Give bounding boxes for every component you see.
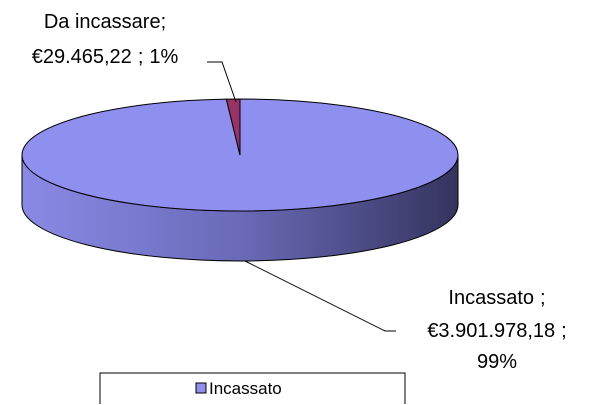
leader-line: [244, 260, 396, 332]
legend: Incassato: [99, 372, 406, 404]
pie-slice: [225, 98, 241, 156]
legend-swatch: [195, 382, 207, 394]
data-label-part: €3.901.978,18: [427, 320, 555, 342]
legend-label: Incassato: [209, 379, 282, 398]
data-label-part: Da incassare: [44, 11, 161, 33]
data-label-part: 99%: [477, 351, 517, 373]
pie: [21, 98, 459, 262]
data-labels: Da incassare;€29.465,22; 1%Incassato ;€3.9…: [32, 11, 567, 373]
legend-frame: [99, 372, 406, 404]
data-label-part: ;: [561, 320, 567, 342]
data-label: €29.465,22; 1%: [32, 46, 179, 68]
data-label-part: ;: [540, 287, 546, 309]
data-label-part: €29.465,22: [32, 46, 132, 68]
data-label: €3.901.978,18;: [427, 320, 566, 342]
data-label: Da incassare;: [44, 11, 166, 33]
data-label-part: 1%: [149, 46, 178, 68]
data-label: 99%: [477, 351, 517, 373]
data-label-part: ;: [138, 46, 144, 68]
data-label-part: ;: [161, 11, 167, 33]
leader-line: [207, 61, 237, 103]
data-label-part: Incassato: [448, 287, 534, 309]
data-label: Incassato;: [448, 287, 545, 309]
